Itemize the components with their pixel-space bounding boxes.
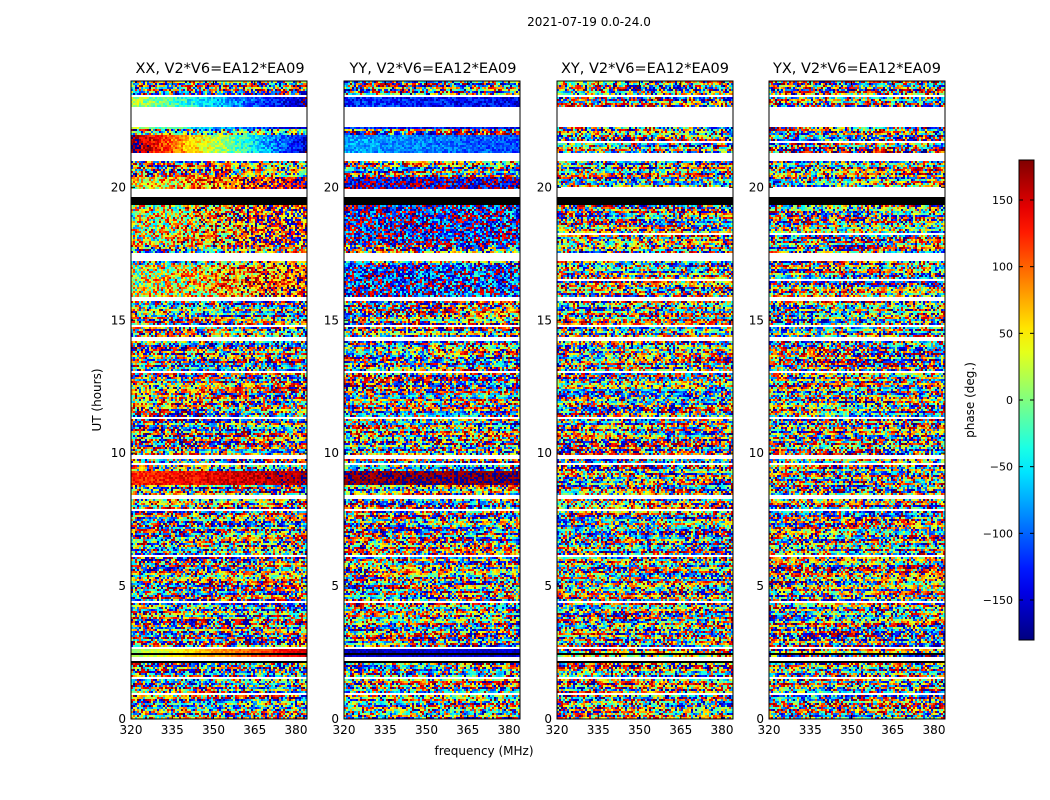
phase-heatmap-image: [344, 81, 520, 719]
panel-title-yy: YY, V2*V6=EA12*EA09: [349, 61, 517, 77]
axes-frame: [768, 80, 946, 720]
y-tick-label: 20: [749, 180, 764, 194]
panel-yx: YX, V2*V6=EA12*EA09 0 5 10 15 20 320 335 350 365…: [749, 61, 946, 737]
y-tick-label: 15: [111, 313, 126, 327]
y-tick-label: 0: [118, 712, 126, 726]
x-tick-label: 365: [881, 723, 904, 737]
figure-title: 2021-07-19 0.0-24.0: [527, 15, 651, 29]
y-tick-label: 20: [111, 180, 126, 194]
y-tick-label: 0: [544, 712, 552, 726]
x-tick-label: 350: [202, 723, 225, 737]
colorbar-label: phase (deg.): [963, 362, 977, 438]
panel-title-xy: XY, V2*V6=EA12*EA09: [561, 61, 729, 77]
x-tick-label: 335: [374, 723, 397, 737]
colorbar-tick-label: 0: [1006, 394, 1013, 407]
axes-frame: [343, 80, 521, 720]
panel-xx: XX, V2*V6=EA12*EA09 0 5 10 15 20 320 335 350 365…: [111, 61, 308, 737]
x-tick-label: 320: [546, 723, 569, 737]
y-tick-label: 5: [118, 579, 126, 593]
phase-heatmap-image: [131, 81, 307, 719]
colorbar-tick-label: 50: [999, 327, 1013, 340]
axes-frame: [130, 80, 308, 720]
panel-title-yx: YX, V2*V6=EA12*EA09: [772, 61, 941, 77]
y-tick-label: 5: [756, 579, 764, 593]
x-tick-label: 380: [711, 723, 734, 737]
x-tick-label: 320: [758, 723, 781, 737]
colorbar-tick-label: 100: [992, 261, 1013, 274]
colorbar-tick-label: −100: [983, 527, 1013, 540]
axes-xx: 0 5 10 15 20 320 335 350 365 380: [111, 80, 308, 737]
y-axis-label: UT (hours): [90, 368, 104, 431]
x-tick-label: 350: [415, 723, 438, 737]
x-axis-label: frequency (MHz): [434, 744, 533, 758]
x-tick-label: 365: [669, 723, 692, 737]
colorbar: −150 −100 −50 0 50 100 150: [983, 159, 1035, 641]
y-tick-label: 0: [756, 712, 764, 726]
x-tick-label: 380: [923, 723, 946, 737]
y-tick-label: 10: [324, 446, 339, 460]
y-tick-label: 15: [324, 313, 339, 327]
x-tick-label: 365: [456, 723, 479, 737]
x-tick-label: 350: [628, 723, 651, 737]
panel-xy: XY, V2*V6=EA12*EA09 0 5 10 15 20 320 335 350 365…: [537, 61, 734, 737]
axes-yy: 0 5 10 15 20 320 335 350 365 380: [324, 80, 521, 737]
y-tick-label: 10: [111, 446, 126, 460]
y-tick-label: 15: [537, 313, 552, 327]
axes-frame: [556, 80, 734, 720]
y-tick-label: 10: [537, 446, 552, 460]
phase-heatmap-image: [557, 81, 733, 719]
x-tick-label: 320: [333, 723, 356, 737]
x-tick-label: 365: [243, 723, 266, 737]
panel-yy: YY, V2*V6=EA12*EA09 0 5 10 15 20 320 335 350 365…: [324, 61, 521, 737]
colorbar-tick-label: −50: [990, 461, 1013, 474]
x-tick-label: 335: [587, 723, 610, 737]
panel-title-xx: XX, V2*V6=EA12*EA09: [135, 61, 304, 77]
x-tick-label: 380: [285, 723, 308, 737]
y-tick-label: 5: [331, 579, 339, 593]
phase-heatmap-image: [769, 81, 945, 719]
x-tick-label: 335: [161, 723, 184, 737]
axes-yx: 0 5 10 15 20 320 335 350 365 380: [749, 80, 946, 737]
y-tick-label: 15: [749, 313, 764, 327]
x-tick-label: 380: [498, 723, 521, 737]
y-tick-label: 10: [749, 446, 764, 460]
colorbar-tick-label: −150: [983, 594, 1013, 607]
y-tick-label: 20: [324, 180, 339, 194]
x-tick-label: 350: [840, 723, 863, 737]
y-tick-label: 0: [331, 712, 339, 726]
x-tick-label: 335: [799, 723, 822, 737]
axes-xy: 0 5 10 15 20 320 335 350 365 380: [537, 80, 734, 737]
y-tick-label: 20: [537, 180, 552, 194]
colorbar-tick-label: 150: [992, 194, 1013, 207]
x-tick-label: 320: [120, 723, 143, 737]
y-tick-label: 5: [544, 579, 552, 593]
